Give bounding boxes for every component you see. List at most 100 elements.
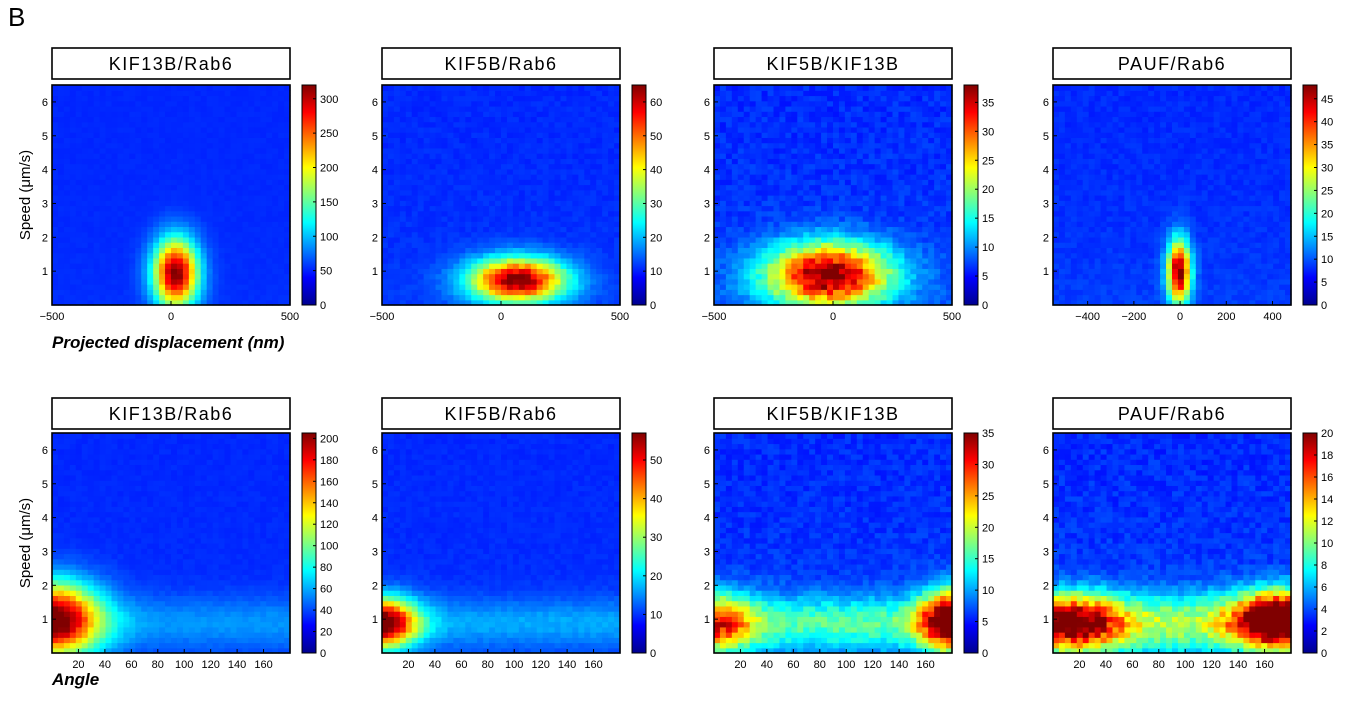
heatmap-cell xyxy=(910,263,917,269)
heatmap-cell xyxy=(578,205,585,211)
heatmap-cell xyxy=(278,122,285,128)
heatmap-cell xyxy=(159,101,166,107)
heatmap-cell xyxy=(207,137,214,143)
heatmap-cell xyxy=(382,95,389,101)
heatmap-cell xyxy=(851,132,858,138)
heatmap-cell xyxy=(904,211,911,217)
heatmap-cell xyxy=(779,153,786,159)
heatmap-cell xyxy=(177,232,184,238)
heatmap-cell xyxy=(495,200,502,206)
heatmap-cell xyxy=(821,101,828,107)
heatmap-cell xyxy=(248,174,255,180)
heatmap-cell xyxy=(418,195,425,201)
heatmap-cell xyxy=(720,95,727,101)
heatmap-cell xyxy=(106,221,113,227)
heatmap-cell xyxy=(430,216,437,222)
heatmap-cell xyxy=(904,90,911,96)
heatmap-cell xyxy=(436,284,443,290)
heatmap-cell xyxy=(242,190,249,196)
heatmap-cell xyxy=(242,253,249,259)
heatmap-cell xyxy=(213,253,220,259)
heatmap-cell xyxy=(153,85,160,91)
heatmap-cell xyxy=(201,185,208,191)
heatmap-cell xyxy=(839,211,846,217)
heatmap-cell xyxy=(436,195,443,201)
heatmap-cell xyxy=(750,253,757,259)
heatmap-cell xyxy=(584,190,591,196)
heatmap-cell xyxy=(543,268,550,274)
heatmap-cell xyxy=(447,284,454,290)
heatmap-cell xyxy=(732,190,739,196)
heatmap-cell xyxy=(159,116,166,122)
heatmap-cell xyxy=(171,232,178,238)
heatmap-cell xyxy=(201,127,208,133)
heatmap-cell xyxy=(584,164,591,170)
heatmap-cell xyxy=(602,85,609,91)
heatmap-cell xyxy=(513,148,520,154)
heatmap-cell xyxy=(785,279,792,285)
heatmap-cell xyxy=(602,143,609,149)
heatmap-cell xyxy=(732,153,739,159)
heatmap-cell xyxy=(566,185,573,191)
heatmap-cell xyxy=(791,226,798,232)
x-tick-label: −500 xyxy=(40,311,65,323)
heatmap-cell xyxy=(922,153,929,159)
heatmap-cell xyxy=(225,90,232,96)
heatmap-cell xyxy=(934,279,941,285)
heatmap-cell xyxy=(922,106,929,112)
heatmap-cell xyxy=(82,111,89,117)
heatmap-cell xyxy=(58,158,65,164)
heatmap-cell xyxy=(916,242,923,248)
heatmap-cell xyxy=(400,195,407,201)
heatmap-cell xyxy=(833,242,840,248)
heatmap-cell xyxy=(519,127,526,133)
heatmap-cell xyxy=(82,174,89,180)
heatmap-cell xyxy=(821,274,828,280)
heatmap-cell xyxy=(869,242,876,248)
heatmap-cell xyxy=(388,137,395,143)
heatmap-cell xyxy=(76,101,83,107)
heatmap-cell xyxy=(471,237,478,243)
heatmap-cell xyxy=(242,179,249,185)
heatmap-cell xyxy=(201,195,208,201)
heatmap-cell xyxy=(779,195,786,201)
heatmap-cell xyxy=(596,95,603,101)
heatmap-cell xyxy=(207,153,214,159)
heatmap-cell xyxy=(64,242,71,248)
heatmap-cell xyxy=(177,247,184,253)
heatmap-cell xyxy=(165,174,172,180)
heatmap-cell xyxy=(106,116,113,122)
heatmap-cell xyxy=(785,153,792,159)
heatmap-cell xyxy=(827,284,834,290)
heatmap-cell xyxy=(537,143,544,149)
heatmap-cell xyxy=(519,284,526,290)
heatmap-cell xyxy=(207,185,214,191)
heatmap-cell xyxy=(489,216,496,222)
heatmap-cell xyxy=(254,274,261,280)
heatmap-cell xyxy=(400,247,407,253)
heatmap-cell xyxy=(768,85,775,91)
heatmap-cell xyxy=(898,132,905,138)
heatmap-cell xyxy=(477,127,484,133)
heatmap-cell xyxy=(272,211,279,217)
heatmap-cell xyxy=(531,85,538,91)
heatmap-cell xyxy=(236,132,243,138)
heatmap-cell xyxy=(382,263,389,269)
heatmap-cell xyxy=(555,90,562,96)
heatmap-cell xyxy=(58,132,65,138)
heatmap-cell xyxy=(809,164,816,170)
heatmap-cell xyxy=(815,164,822,170)
heatmap-cell xyxy=(447,263,454,269)
heatmap-cell xyxy=(272,153,279,159)
heatmap-cell xyxy=(52,295,59,301)
heatmap-cell xyxy=(525,132,532,138)
heatmap-cell xyxy=(555,127,562,133)
heatmap-cell xyxy=(117,95,124,101)
heatmap-cell xyxy=(501,263,508,269)
heatmap-cell xyxy=(881,179,888,185)
heatmap-cell xyxy=(821,190,828,196)
heatmap-cell xyxy=(64,111,71,117)
heatmap-cell xyxy=(916,101,923,107)
heatmap-cell xyxy=(507,111,514,117)
heatmap-cell xyxy=(720,268,727,274)
